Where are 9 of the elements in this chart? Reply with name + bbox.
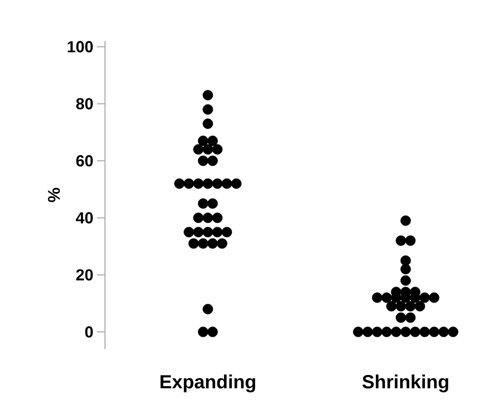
y-tick-label: 40: [76, 212, 93, 224]
x-tick-label: Expanding: [160, 374, 256, 392]
y-tick-label: 60: [76, 155, 93, 166]
y-tick-label: 80: [76, 98, 93, 110]
y-tick-label: 20: [76, 269, 93, 281]
y-tick-label: 0: [85, 326, 93, 338]
y-axis-title: %: [48, 188, 60, 202]
x-tick-label: Shrinking: [362, 374, 448, 392]
y-tick-label: 100: [68, 41, 93, 52]
